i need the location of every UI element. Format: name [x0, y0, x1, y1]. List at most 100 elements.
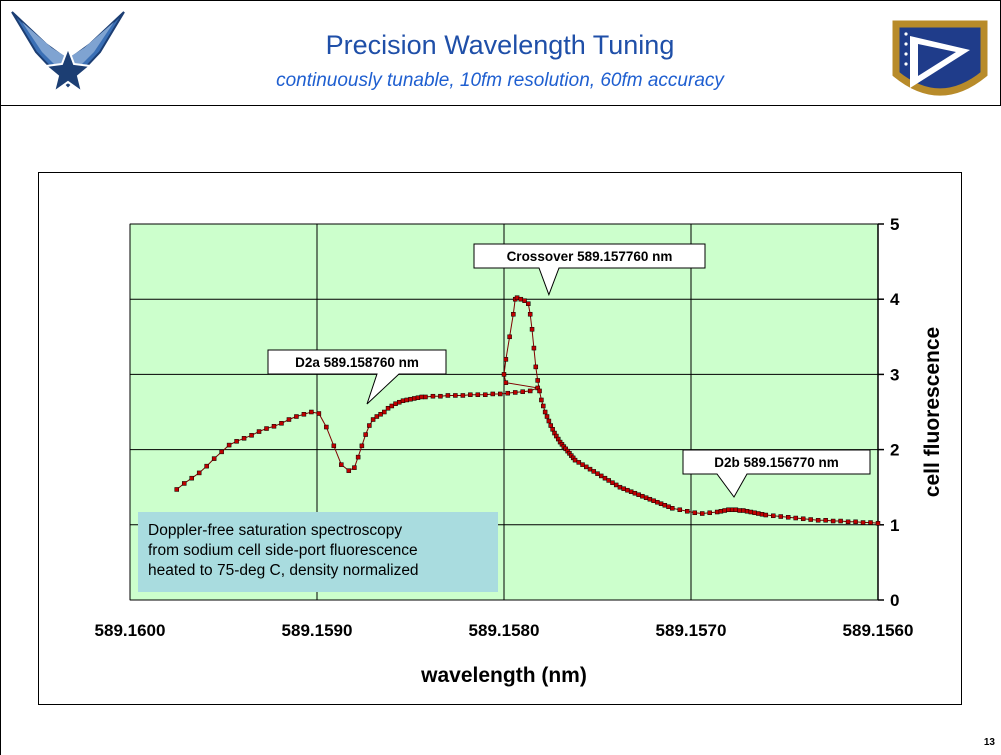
data-point — [256, 429, 262, 434]
data-point — [838, 518, 843, 524]
data-point — [726, 507, 731, 513]
data-point — [271, 424, 277, 429]
y-tick-label: 5 — [890, 215, 899, 234]
data-point — [483, 392, 488, 397]
data-point — [408, 396, 413, 402]
chart-note-line-3: heated to 75-deg C, density normalized — [148, 562, 419, 579]
data-point — [662, 502, 668, 508]
data-point — [286, 417, 292, 422]
x-tick-label: 589.1580 — [469, 621, 540, 640]
page-title: Precision Wavelength Tuning — [325, 30, 675, 60]
data-point — [733, 507, 739, 513]
data-point — [249, 433, 254, 438]
data-point — [498, 391, 503, 397]
data-point — [363, 432, 368, 437]
data-point — [606, 478, 611, 483]
data-point — [598, 473, 604, 479]
data-point — [748, 509, 754, 515]
data-point — [853, 519, 858, 525]
data-point — [527, 311, 533, 317]
y-tick-label: 3 — [890, 365, 899, 384]
data-point — [468, 392, 473, 397]
data-point — [793, 515, 798, 521]
data-point — [189, 475, 194, 481]
data-point — [718, 509, 724, 514]
data-point — [301, 412, 307, 417]
data-point — [382, 409, 387, 415]
data-point — [602, 475, 608, 481]
data-point — [430, 393, 436, 399]
data-point — [542, 409, 548, 415]
header-divider — [0, 105, 1001, 106]
air-force-wings-logo — [11, 11, 125, 95]
data-point — [670, 506, 675, 511]
data-point — [587, 466, 593, 472]
data-point — [503, 380, 509, 385]
data-point — [572, 457, 578, 463]
data-point — [234, 439, 239, 444]
page-subtitle: continuously tunable, 10fm resolution, 6… — [276, 70, 724, 91]
data-point — [875, 521, 881, 526]
y-axis-label: cell fluorescence — [921, 327, 944, 497]
data-point — [367, 423, 372, 428]
data-point — [625, 487, 630, 493]
data-point — [520, 389, 525, 394]
data-point — [511, 311, 516, 317]
data-point — [591, 469, 597, 474]
data-point — [544, 414, 550, 419]
data-point — [808, 517, 813, 522]
data-point — [264, 426, 269, 431]
afrl-shield-logo — [892, 20, 988, 96]
page-number: 13 — [983, 737, 995, 748]
slide-frame-left — [0, 0, 1, 755]
data-point — [752, 510, 757, 516]
d2b-callout-box — [682, 449, 871, 498]
data-point — [539, 397, 544, 403]
data-point — [324, 424, 329, 430]
data-point — [643, 495, 649, 500]
y-tick-label: 4 — [890, 290, 900, 309]
data-point — [647, 496, 653, 502]
data-point — [279, 421, 284, 426]
data-point — [707, 510, 712, 516]
chart-container: 0 1 2 3 4 5 589.1600 589.1590 589.1580 589.1570 58… — [38, 172, 962, 705]
data-point — [503, 357, 509, 362]
data-point — [800, 516, 806, 522]
data-point — [529, 327, 535, 332]
data-point — [460, 393, 466, 398]
crossover-callout-label: Crossover 589.157760 nm — [507, 249, 673, 264]
data-point — [294, 414, 299, 419]
data-point — [610, 480, 615, 485]
data-point — [527, 388, 533, 394]
data-point — [501, 372, 507, 377]
data-point — [219, 449, 224, 455]
data-point — [505, 390, 510, 396]
data-point — [785, 515, 791, 520]
data-point — [346, 468, 352, 473]
data-point — [722, 508, 727, 513]
crossover-callout-box — [473, 243, 706, 297]
data-point — [771, 513, 776, 519]
data-point — [729, 507, 735, 513]
data-point — [546, 418, 552, 424]
data-point — [400, 398, 406, 403]
data-point — [535, 378, 540, 383]
data-point — [490, 391, 496, 397]
chart-note-line-1: Doppler-free saturation spectroscopy — [148, 522, 403, 539]
d2a-callout-label: D2a 589.158760 nm — [295, 355, 419, 370]
data-point — [316, 411, 322, 416]
data-point — [507, 334, 512, 340]
data-point — [576, 460, 582, 465]
data-point — [763, 512, 769, 518]
data-point — [533, 364, 539, 370]
data-point — [632, 490, 638, 496]
data-point — [815, 518, 821, 523]
data-point — [370, 417, 376, 422]
slide-frame-top — [0, 0, 1000, 1]
data-point — [339, 462, 344, 467]
y-tick-label: 2 — [890, 441, 899, 460]
data-point — [423, 394, 428, 400]
data-point — [378, 412, 383, 417]
data-point — [411, 396, 417, 401]
data-point — [385, 405, 391, 411]
